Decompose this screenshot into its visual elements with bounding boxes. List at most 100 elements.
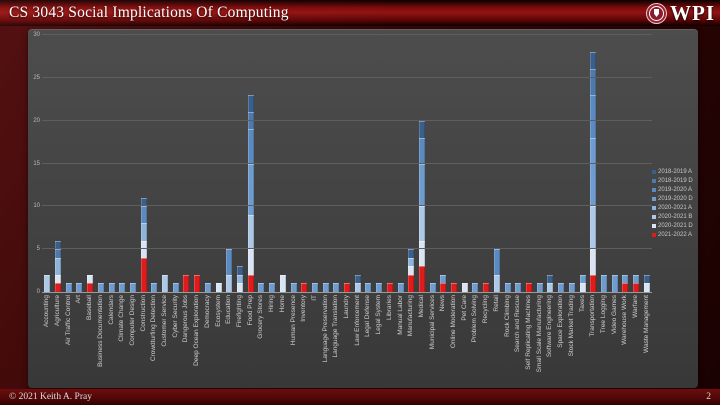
y-axis-tick-label: 30	[33, 32, 40, 38]
bar-segment	[247, 249, 254, 275]
stacked-bar	[397, 283, 404, 292]
stacked-bar	[600, 274, 607, 292]
bar-column: Business Documentation	[96, 35, 107, 367]
wpi-logo: WPI	[646, 1, 715, 26]
bar-column: Inventory	[299, 35, 310, 322]
stacked-bar	[579, 274, 586, 292]
bar-column: Food Prep	[245, 35, 256, 325]
bar-segment	[633, 274, 640, 284]
bar-segment	[440, 283, 447, 292]
footer-bar: © 2021 Keith A. Pray 2	[0, 389, 720, 405]
x-axis-category-label: Legal Defense	[364, 295, 372, 337]
stacked-bar	[55, 240, 62, 292]
bar-segment	[151, 283, 158, 292]
bar-segment	[493, 274, 500, 292]
stacked-bar	[194, 274, 201, 292]
stacked-bar	[301, 283, 308, 292]
bar-column: Home	[277, 35, 288, 312]
x-axis-category-label: Problem Solving	[471, 295, 479, 343]
bar-column: Human Presence	[288, 35, 299, 345]
x-axis-category-label: Law Enforcement	[353, 295, 361, 346]
bar-column: Waste Management	[641, 35, 652, 353]
bar-column: Dangerous Jobs	[181, 35, 192, 342]
x-axis-category-label: Warfare	[632, 295, 640, 318]
copyright-text: © 2021 Keith A. Pray	[9, 392, 92, 402]
x-axis-category-label: Pet Care	[460, 295, 468, 321]
gridline	[42, 205, 652, 207]
bar-segment	[140, 223, 147, 241]
stacked-bar	[344, 283, 351, 292]
legend-item: 2020-2021 D	[652, 223, 693, 229]
legend-label: 2020-2021 D	[658, 223, 693, 229]
x-axis-category-label: Grocery Stores	[257, 295, 265, 339]
bar-segment	[44, 274, 51, 292]
stacked-bar	[472, 283, 479, 292]
bar-columns: Accounting Agriculture Air Traffic Control…	[42, 35, 652, 372]
legend-label: 2020-2021 A	[658, 205, 693, 211]
bar-column: Recycling	[481, 35, 492, 323]
y-axis-tick-label: 5	[36, 246, 40, 253]
gridline	[42, 76, 652, 78]
bar-column: Ecosystem	[213, 35, 224, 327]
legend-label: 2019-2020 D	[658, 196, 693, 202]
bar-column: Pet Care	[459, 35, 470, 321]
x-axis-category-label: Software Engineering	[546, 295, 554, 358]
bar-segment	[418, 137, 425, 164]
bar-segment	[194, 274, 201, 292]
bar-segment	[97, 283, 104, 292]
stacked-bar	[311, 283, 318, 292]
x-axis-category-label: Air Traffic Control	[64, 295, 72, 346]
bar-column: Art	[74, 35, 85, 303]
bar-segment	[183, 274, 190, 292]
bar-segment	[140, 206, 147, 224]
stacked-bar	[258, 283, 265, 292]
stacked-bar	[140, 197, 147, 292]
bar-segment	[247, 129, 254, 164]
legend-marker	[652, 224, 656, 228]
wpi-seal-icon	[646, 3, 667, 24]
bar-column: Laundry	[342, 35, 353, 319]
bar-segment	[204, 283, 211, 292]
bar-segment	[397, 283, 404, 292]
stacked-bar	[129, 283, 136, 292]
y-axis-tick-label: 25	[33, 74, 40, 81]
bar-segment	[418, 163, 425, 207]
stacked-bar	[429, 283, 436, 292]
bar-column: Calendars	[106, 35, 117, 325]
y-axis-tick-label: 0	[36, 289, 40, 295]
bar-column: Accounting	[42, 35, 53, 327]
legend-label: 2018-2019 D	[658, 178, 693, 184]
bar-segment	[376, 283, 383, 292]
gridline	[42, 34, 652, 35]
bar-segment	[279, 274, 286, 292]
bar-segment	[269, 283, 276, 292]
stacked-bar	[493, 249, 500, 292]
bar-segment	[76, 283, 83, 292]
x-axis-category-label: Space Exploration	[557, 295, 565, 348]
bar-column: Manufacturing	[406, 35, 417, 336]
bar-segment	[408, 266, 415, 275]
stacked-bar	[536, 283, 543, 292]
stacked-bar	[568, 283, 575, 292]
x-axis-category-label: Home	[278, 295, 286, 313]
bar-segment	[162, 274, 169, 292]
x-axis-category-label: Computer Design	[128, 295, 136, 346]
stacked-bar	[279, 274, 286, 292]
stacked-bar	[172, 283, 179, 292]
bar-segment	[129, 283, 136, 292]
x-axis-category-label: Agriculture	[54, 295, 62, 327]
bar-segment	[568, 283, 575, 292]
bar-segment	[525, 283, 532, 292]
stacked-bar	[525, 283, 532, 292]
stacked-bar	[515, 283, 522, 292]
bar-segment	[579, 283, 586, 292]
x-axis-category-label: Recycling	[482, 295, 490, 324]
x-axis-category-label: Self Replicating Machines	[524, 295, 532, 370]
stacked-bar	[247, 95, 254, 292]
bar-segment	[354, 274, 361, 284]
x-axis-category-label: Tree Logging	[599, 295, 607, 334]
x-axis-category-label: Democracy	[203, 295, 211, 328]
bar-segment	[55, 283, 62, 292]
bar-column: Language Translation	[331, 35, 342, 358]
bar-segment	[536, 283, 543, 292]
